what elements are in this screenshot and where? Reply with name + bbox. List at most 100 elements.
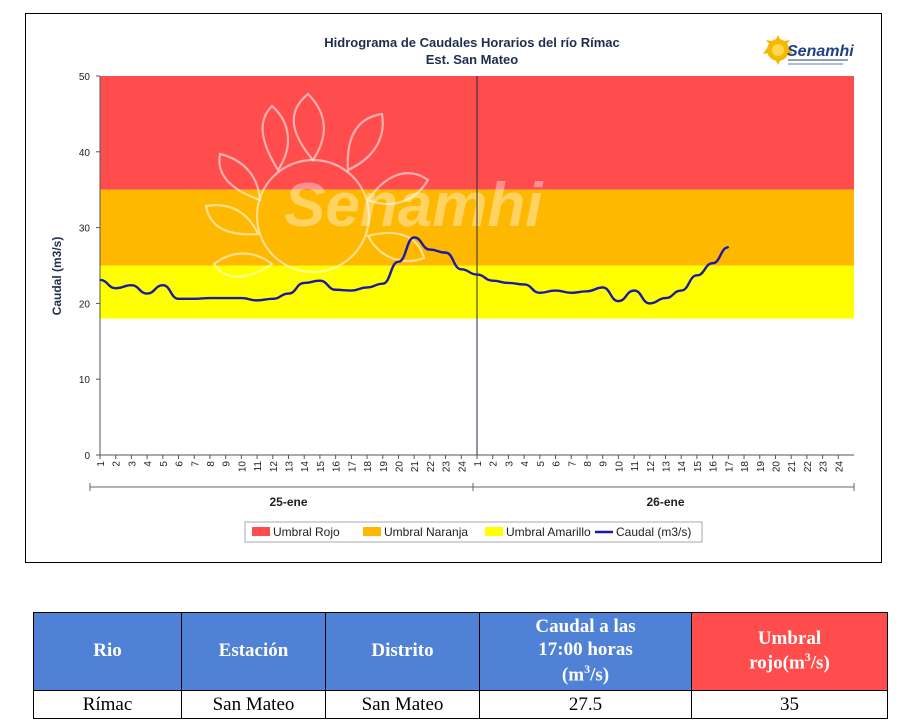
x-tick-label: 11 — [630, 461, 641, 472]
x-tick-label: 14 — [300, 461, 311, 473]
station-info-table: Rio Estación Distrito Caudal a las 17:00… — [33, 612, 888, 719]
data-point-28 — [523, 283, 525, 286]
data-point-36 — [648, 302, 651, 305]
logo-text: Senamhi — [787, 43, 854, 60]
data-point-27 — [507, 282, 510, 284]
cell-estacion: San Mateo — [181, 690, 326, 719]
data-point-13 — [287, 292, 290, 295]
day-label: 26-ene — [646, 495, 684, 509]
data-point-24 — [460, 268, 463, 271]
legend-label-2: Umbral Naranja — [384, 525, 468, 539]
data-point-4 — [146, 292, 148, 295]
x-tick-label: 18 — [740, 461, 751, 473]
table-row: Rímac San Mateo San Mateo 27.5 35 — [33, 690, 888, 719]
x-tick-label: 21 — [410, 461, 421, 473]
x-tick-label: 24 — [457, 461, 468, 473]
data-point-26 — [491, 279, 494, 282]
data-point-35 — [633, 289, 635, 292]
header-caudal-unit-open: (m — [561, 664, 585, 686]
header-caudal-unit-sup: 3 — [584, 661, 591, 676]
header-umbral-rojo: Umbral rojo(m3/s) — [691, 612, 888, 691]
data-point-20 — [397, 260, 400, 263]
data-point-8 — [209, 297, 211, 299]
x-tick-label: 9 — [222, 461, 233, 467]
day-label: 25-ene — [269, 495, 307, 509]
chart-frame: Senamhi 0 10 20 30 40 50 1 2 3 4 5 6 7 8 9 10 11 12 13 14 15… — [25, 13, 882, 563]
data-point-23 — [444, 251, 447, 254]
senamhi-logo: Senamhi — [763, 35, 854, 65]
x-tick-label: 20 — [771, 461, 782, 473]
x-tick-label: 2 — [112, 461, 123, 467]
x-tick-label: 17 — [347, 461, 358, 473]
header-estacion: Estación — [181, 612, 326, 691]
y-tick-label: 50 — [79, 72, 91, 83]
cell-caudal: 27.5 — [479, 690, 692, 719]
x-tick-label: 10 — [237, 461, 248, 473]
chart-title: Hidrograma de Caudales Horarios del río … — [324, 35, 619, 50]
cell-distrito: San Mateo — [325, 690, 480, 719]
data-point-19 — [381, 282, 384, 285]
x-tick-label: 5 — [536, 461, 547, 467]
x-tick-label: 6 — [552, 461, 563, 467]
x-tick-label: 2 — [489, 461, 500, 467]
x-tick-label: 7 — [567, 461, 578, 467]
x-tick-label: 13 — [285, 461, 296, 473]
data-point-15 — [319, 279, 321, 282]
y-tick-label: 0 — [84, 451, 90, 462]
x-tick-label: 22 — [426, 461, 437, 473]
x-tick-label: 8 — [583, 461, 594, 467]
cell-umbral: 35 — [691, 690, 888, 719]
data-point-2 — [114, 287, 117, 290]
x-tick-label: 12 — [646, 461, 657, 473]
x-tick-label: 15 — [693, 461, 704, 473]
sun-logo-icon — [763, 35, 793, 65]
data-point-10 — [240, 297, 243, 299]
data-point-16 — [334, 288, 337, 291]
x-tick-label: 23 — [442, 461, 453, 473]
x-tick-label: 12 — [269, 461, 280, 473]
header-umbral-line1: Umbral — [757, 627, 822, 649]
data-point-33 — [601, 286, 604, 289]
legend-label-1: Umbral Rojo — [273, 525, 340, 539]
data-point-14 — [303, 282, 306, 284]
data-point-39 — [696, 274, 698, 277]
data-point-32 — [586, 290, 588, 293]
data-point-37 — [664, 297, 667, 299]
y-tick-label: 10 — [79, 375, 91, 386]
data-point-21 — [413, 236, 415, 239]
legend-swatch-1 — [252, 527, 270, 536]
data-point-38 — [680, 289, 683, 292]
x-tick-label: 23 — [819, 461, 830, 473]
x-tick-label: 3 — [504, 461, 515, 467]
legend-swatch-2 — [363, 527, 381, 536]
legend-swatch-3 — [485, 527, 503, 536]
x-tick-label: 1 — [96, 461, 107, 467]
x-tick-label: 10 — [614, 461, 625, 473]
data-point-40 — [711, 262, 714, 265]
x-tick-label: 21 — [787, 461, 798, 473]
data-point-11 — [256, 299, 258, 302]
data-point-3 — [130, 284, 133, 287]
y-tick-label: 30 — [79, 224, 91, 235]
header-rio: Rio — [33, 612, 182, 691]
data-point-31 — [570, 291, 573, 294]
y-tick-label: 40 — [79, 148, 91, 159]
chart-subtitle: Est. San Mateo — [426, 52, 519, 67]
x-tick-label: 22 — [803, 461, 814, 473]
data-point-5 — [162, 284, 164, 287]
x-tick-label: 14 — [677, 461, 688, 473]
x-tick-label: 9 — [599, 461, 610, 467]
data-point-18 — [366, 286, 368, 289]
header-caudal-unit-close: /s) — [590, 664, 610, 686]
data-point-17 — [350, 289, 353, 292]
y-axis-title: Caudal (m3/s) — [50, 237, 64, 316]
x-tick-label: 11 — [253, 461, 264, 472]
senamhi-watermark: Senamhi — [204, 92, 544, 278]
header-distrito: Distrito — [325, 612, 480, 691]
header-caudal-line2: 17:00 horas — [538, 638, 633, 660]
x-tick-label: 15 — [316, 461, 327, 473]
x-tick-label: 19 — [379, 461, 390, 473]
x-tick-label: 4 — [143, 461, 154, 467]
